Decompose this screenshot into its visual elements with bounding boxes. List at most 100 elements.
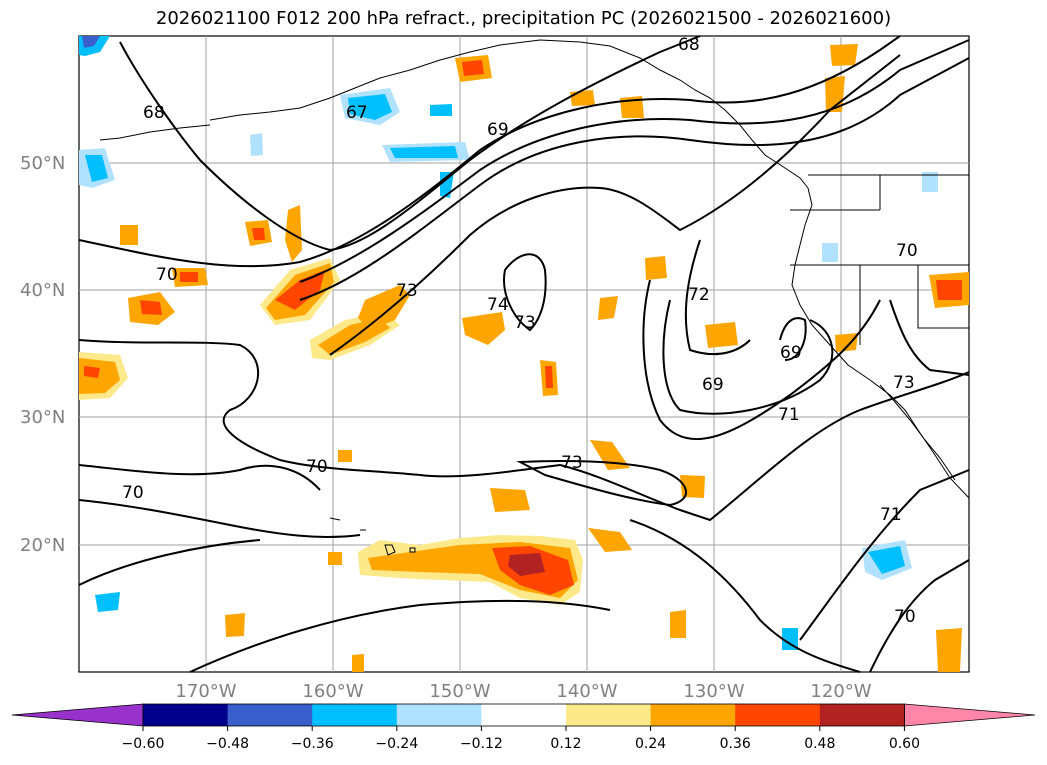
contour-label: 70 bbox=[306, 457, 328, 477]
contour-label: 68 bbox=[143, 103, 165, 123]
contour-label: 73 bbox=[893, 373, 915, 393]
contour-label: 74 bbox=[487, 295, 509, 315]
contour-label: 70 bbox=[156, 265, 178, 285]
contour-labels: 68 67 68 69 70 73 74 73 72 70 69 69 73 7… bbox=[122, 35, 918, 627]
colorbar-tick-label: −0.60 bbox=[122, 736, 165, 752]
contour-label: 72 bbox=[688, 285, 710, 305]
precip-blob bbox=[338, 450, 352, 462]
contour-line bbox=[78, 539, 261, 586]
hawaii bbox=[329, 517, 416, 556]
contour-label: 69 bbox=[780, 343, 802, 363]
precip-blob bbox=[95, 592, 120, 612]
lat-label-30n: 30°N bbox=[20, 407, 65, 428]
contour-label: 73 bbox=[396, 281, 418, 301]
contour-label: 71 bbox=[880, 505, 902, 525]
precip-blob bbox=[462, 60, 484, 76]
contour-label: 73 bbox=[514, 313, 536, 333]
precip-blob bbox=[328, 552, 342, 565]
lon-label-160w: 160°W bbox=[302, 681, 363, 702]
colorbar-segment bbox=[143, 704, 229, 726]
lon-label-130w: 130°W bbox=[683, 681, 744, 702]
contour-line bbox=[799, 469, 970, 641]
contour-line bbox=[299, 39, 970, 283]
colorbar-tick-label: 0.36 bbox=[720, 736, 751, 752]
precip-blob bbox=[462, 312, 505, 345]
precip-blob bbox=[782, 628, 798, 650]
precip-blob bbox=[140, 300, 162, 315]
aleutians bbox=[99, 124, 211, 141]
colorbar: −0.60 −0.48 −0.36 −0.24 −0.12 0.12 0.24 0.36 0.4… bbox=[11, 703, 1036, 752]
colorbar-outline bbox=[142, 703, 905, 727]
precip-blob bbox=[830, 44, 858, 66]
precip-blob bbox=[570, 90, 595, 106]
contour-label: 69 bbox=[487, 120, 509, 140]
contour-line bbox=[662, 299, 834, 415]
precip-blob bbox=[358, 285, 410, 330]
contour-line bbox=[684, 239, 751, 356]
precip-blob bbox=[545, 366, 553, 388]
contour-label: 67 bbox=[346, 103, 368, 123]
precip-blob bbox=[868, 546, 905, 574]
contour-label: 69 bbox=[702, 375, 724, 395]
contour-line bbox=[78, 339, 970, 522]
precip-blob bbox=[645, 256, 667, 280]
contour-line bbox=[119, 35, 701, 252]
colorbar-segment bbox=[650, 704, 736, 726]
precip-blob bbox=[225, 613, 245, 637]
precip-blob bbox=[598, 296, 618, 320]
lon-label-140w: 140°W bbox=[556, 681, 617, 702]
colorbar-tick-label: 0.12 bbox=[550, 736, 581, 752]
contour-line bbox=[869, 559, 970, 673]
colorbar-segment bbox=[735, 704, 821, 726]
colorbar-segment bbox=[819, 704, 905, 726]
contour-line bbox=[299, 57, 970, 301]
contour-line bbox=[503, 253, 547, 332]
precip-blob bbox=[180, 272, 198, 282]
precip-blob bbox=[84, 366, 100, 378]
lon-label-120w: 120°W bbox=[810, 681, 871, 702]
contour-line bbox=[642, 279, 881, 441]
colorbar-tick-label: −0.48 bbox=[206, 736, 249, 752]
contour-line bbox=[78, 464, 321, 491]
precip-blob bbox=[390, 146, 458, 158]
precip-blob bbox=[430, 104, 452, 116]
contour-line bbox=[889, 299, 970, 376]
lat-label-40n: 40°N bbox=[20, 280, 65, 301]
precip-blob bbox=[670, 610, 686, 638]
precip-blob bbox=[285, 205, 302, 262]
contour-line bbox=[629, 519, 861, 673]
latitude-labels: 50°N 40°N 30°N 20°N bbox=[20, 153, 65, 556]
colorbar-tick-label: 0.60 bbox=[889, 736, 920, 752]
contour-label: 70 bbox=[122, 483, 144, 503]
contour-line bbox=[516, 459, 687, 507]
precip-blob bbox=[590, 440, 630, 470]
colorbar-tick-label: 0.48 bbox=[804, 736, 835, 752]
precip-blob bbox=[835, 333, 858, 352]
contour-label: 68 bbox=[678, 35, 700, 55]
lon-label-170w: 170°W bbox=[175, 681, 236, 702]
refractivity-contours bbox=[78, 35, 970, 673]
precip-blob bbox=[508, 553, 545, 576]
state-border bbox=[790, 175, 969, 345]
longitude-labels: 170°W 160°W 150°W 140°W 130°W 120°W bbox=[175, 681, 871, 702]
precip-blob bbox=[120, 225, 138, 245]
precip-blob bbox=[348, 94, 392, 120]
colorbar-segment bbox=[481, 704, 567, 726]
precip-blob bbox=[936, 280, 962, 300]
colorbar-tick-label: −0.12 bbox=[460, 736, 503, 752]
contour-line bbox=[78, 35, 901, 268]
lat-label-20n: 20°N bbox=[20, 535, 65, 556]
contour-label: 71 bbox=[778, 405, 800, 425]
precip-blob bbox=[82, 36, 100, 48]
colorbar-tick-label: −0.36 bbox=[291, 736, 334, 752]
map-title: 2026021100 F012 200 hPa refract., precip… bbox=[155, 8, 892, 29]
precip-blob bbox=[252, 228, 265, 240]
contour-label: 70 bbox=[896, 241, 918, 261]
contour-line bbox=[78, 499, 361, 538]
lon-label-150w: 150°W bbox=[429, 681, 490, 702]
colorbar-segment bbox=[312, 704, 398, 726]
contour-line bbox=[329, 54, 901, 356]
contour-label: 70 bbox=[894, 607, 916, 627]
colorbar-segment bbox=[227, 704, 313, 726]
